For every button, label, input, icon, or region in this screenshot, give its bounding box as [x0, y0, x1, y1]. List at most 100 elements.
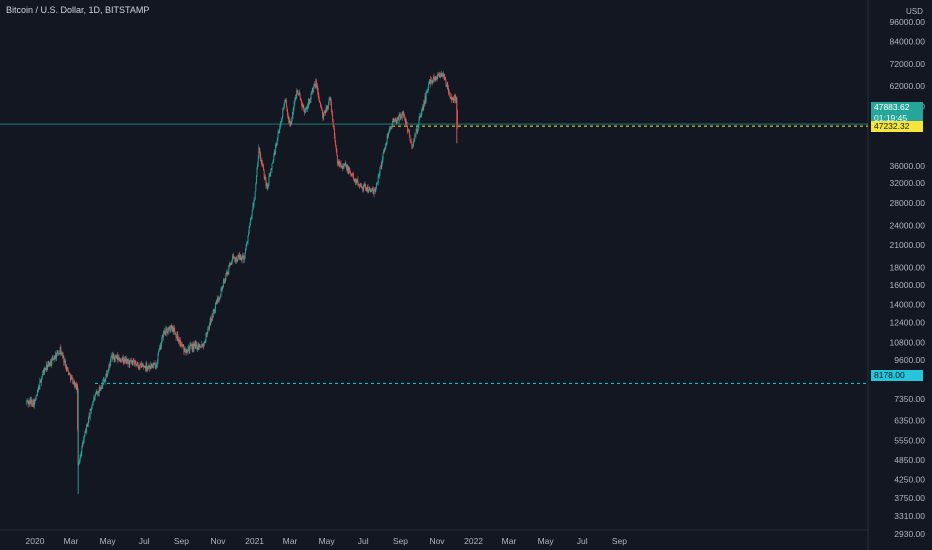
candle-body: [187, 349, 189, 352]
candle-body: [389, 128, 391, 130]
candle-body: [66, 366, 68, 370]
candle-body: [387, 132, 389, 137]
candle-body: [228, 265, 230, 266]
candle-body: [65, 360, 67, 368]
candle-body: [369, 189, 371, 192]
candle-body: [226, 271, 228, 275]
candle-body: [314, 84, 316, 86]
candle-body: [248, 226, 250, 233]
candle-body: [161, 340, 163, 346]
candle-body: [215, 302, 217, 304]
candle-body: [423, 102, 425, 108]
candle-body: [246, 242, 248, 245]
candle-body: [180, 343, 182, 345]
candle-body: [308, 98, 310, 105]
candle-body: [130, 360, 132, 362]
candle-body: [150, 364, 152, 367]
candle-body: [68, 370, 70, 375]
candle-body: [318, 99, 320, 102]
candle-body: [66, 366, 68, 369]
candle-body: [177, 338, 179, 342]
price-tick-label: 14000.00: [890, 300, 926, 310]
candle-body: [425, 96, 427, 101]
candle-body: [442, 75, 444, 77]
candle-body: [443, 74, 445, 77]
candle-body: [449, 92, 451, 94]
candle-body: [297, 93, 299, 95]
candle-body: [426, 92, 428, 93]
candle-body: [114, 356, 116, 359]
candle-body: [250, 217, 252, 220]
candle-body: [214, 309, 216, 312]
candle-body: [104, 380, 106, 382]
candle-body: [82, 442, 84, 444]
candle-body: [171, 326, 173, 331]
time-tick-label: Sep: [612, 536, 627, 546]
candle-body: [131, 360, 133, 362]
candle-body: [167, 328, 169, 333]
candle-body: [438, 74, 440, 76]
candle-body: [350, 171, 352, 174]
candle-body: [354, 180, 356, 183]
candle-body: [254, 199, 256, 201]
candle-body: [443, 74, 445, 78]
price-tick-label: 4850.00: [894, 455, 925, 465]
candle-body: [269, 174, 271, 177]
candle-body: [45, 369, 47, 371]
candle-body: [272, 159, 274, 164]
candle-body: [336, 155, 338, 164]
price-tick-label: 21000.00: [890, 240, 926, 250]
candle-body: [268, 176, 270, 185]
candle-body: [335, 145, 337, 150]
candle-body: [404, 118, 406, 121]
price-tick-label: 10800.00: [890, 338, 926, 348]
candle-body: [314, 85, 316, 87]
candle-body: [382, 152, 384, 160]
candle-body: [195, 343, 197, 346]
candle-body: [252, 205, 254, 211]
candle-body: [81, 442, 83, 446]
candle-body: [423, 102, 425, 104]
candle-body: [390, 128, 392, 130]
time-tick-label: Mar: [283, 536, 298, 546]
candle-body: [203, 343, 205, 346]
candle-body: [67, 368, 69, 371]
candle-body: [322, 114, 324, 119]
candle-body: [227, 272, 229, 275]
candle-body: [365, 189, 367, 191]
candle-body: [123, 360, 125, 363]
candle-body: [264, 176, 266, 181]
candle-body: [252, 205, 254, 206]
candle-body: [356, 179, 358, 181]
candle-body: [75, 383, 77, 385]
candle-body: [162, 331, 164, 338]
candle-body: [33, 400, 35, 406]
candle-body: [119, 359, 121, 362]
candle-body: [63, 360, 65, 363]
candle-body: [283, 105, 285, 110]
candle-body: [183, 346, 185, 352]
candle-body: [244, 252, 246, 258]
candle-body: [411, 145, 413, 147]
candle-body: [154, 363, 156, 365]
candle-body: [405, 122, 407, 124]
candle-body: [163, 331, 165, 333]
candle-body: [146, 363, 148, 370]
candle-body: [210, 320, 212, 323]
price-tick-label: 3750.00: [894, 493, 925, 503]
candle-body: [399, 114, 401, 116]
candle-body: [418, 120, 420, 126]
candle-body: [334, 135, 336, 142]
candle-body: [331, 110, 333, 115]
candle-body: [395, 119, 397, 123]
candle-body: [363, 184, 365, 188]
candle-body: [269, 173, 271, 175]
candle-body: [153, 363, 155, 366]
candle-body: [358, 184, 360, 185]
candle-body: [260, 160, 262, 162]
candle-body: [210, 318, 212, 323]
candle-body: [330, 102, 332, 111]
candle-body: [137, 362, 139, 365]
candle-body: [177, 334, 179, 339]
